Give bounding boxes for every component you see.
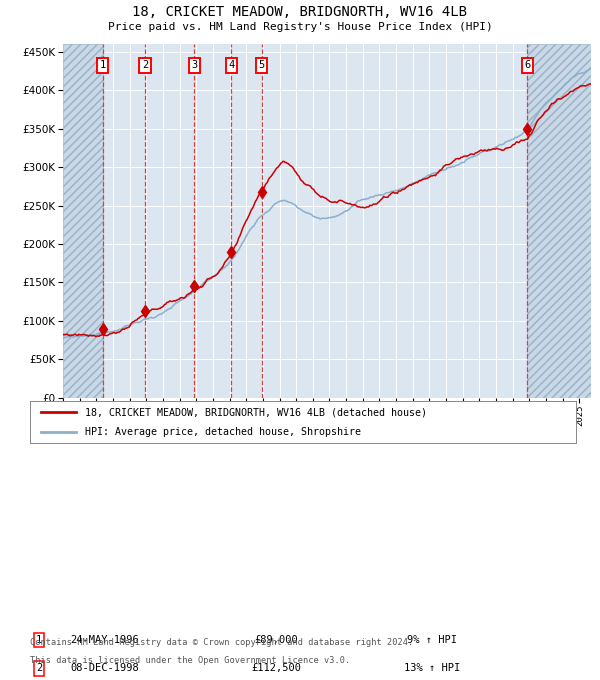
Text: 18, CRICKET MEADOW, BRIDGNORTH, WV16 4LB: 18, CRICKET MEADOW, BRIDGNORTH, WV16 4LB — [133, 5, 467, 19]
Text: 2: 2 — [142, 60, 148, 70]
Text: Price paid vs. HM Land Registry's House Price Index (HPI): Price paid vs. HM Land Registry's House … — [107, 22, 493, 32]
Text: 1: 1 — [100, 60, 106, 70]
Text: 13% ↑ HPI: 13% ↑ HPI — [404, 664, 460, 673]
Text: 4: 4 — [228, 60, 235, 70]
Text: 6: 6 — [524, 60, 530, 70]
Text: 24-MAY-1996: 24-MAY-1996 — [71, 635, 139, 645]
Bar — [63, 44, 103, 398]
Text: 5: 5 — [259, 60, 265, 70]
Text: HPI: Average price, detached house, Shropshire: HPI: Average price, detached house, Shro… — [85, 428, 361, 437]
Bar — [527, 44, 591, 398]
Text: 2: 2 — [36, 664, 42, 673]
Text: £89,000: £89,000 — [254, 635, 298, 645]
Text: This data is licensed under the Open Government Licence v3.0.: This data is licensed under the Open Gov… — [30, 656, 350, 665]
Text: 9% ↑ HPI: 9% ↑ HPI — [407, 635, 457, 645]
Text: 08-DEC-1998: 08-DEC-1998 — [71, 664, 139, 673]
Text: 1: 1 — [36, 635, 42, 645]
Text: Contains HM Land Registry data © Crown copyright and database right 2024.: Contains HM Land Registry data © Crown c… — [30, 639, 413, 647]
Text: £112,500: £112,500 — [251, 664, 301, 673]
Text: 18, CRICKET MEADOW, BRIDGNORTH, WV16 4LB (detached house): 18, CRICKET MEADOW, BRIDGNORTH, WV16 4LB… — [85, 407, 427, 417]
Text: 3: 3 — [191, 60, 197, 70]
